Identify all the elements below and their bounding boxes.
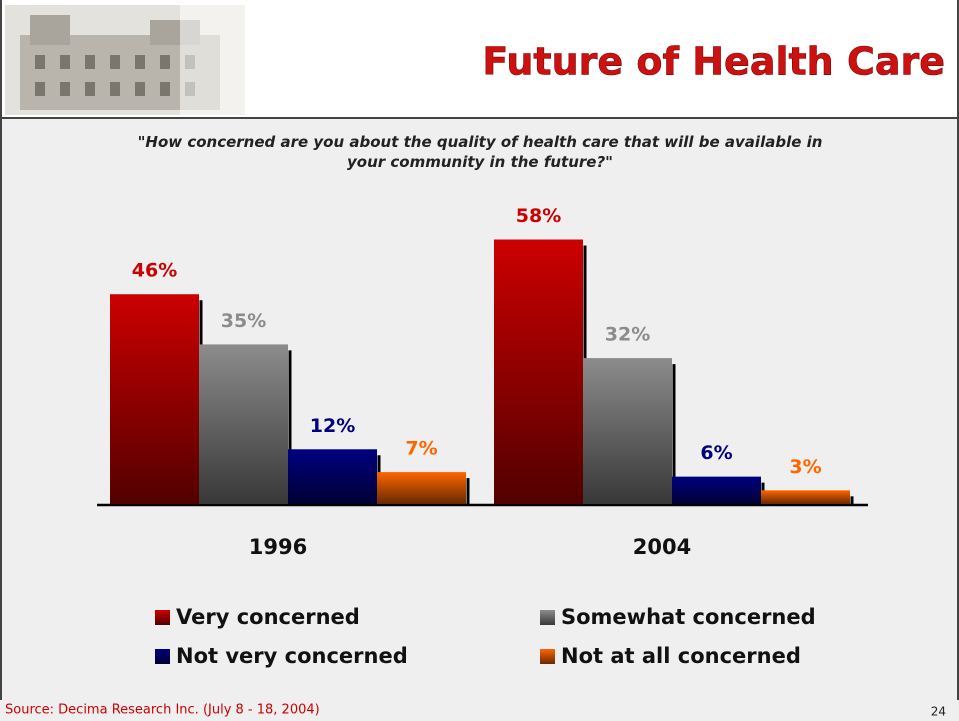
slide: Future of Health Care Source: Decima Res… [0,0,959,721]
chart: Future of Health Care Source: Decima Res… [0,0,959,721]
value-label: 3% [789,456,821,478]
bar [761,490,850,504]
x-tick-label: 2004 [633,535,691,559]
building-image [5,5,245,115]
legend-label: Very concerned [176,605,360,629]
value-label: 46% [132,260,177,282]
legend-label: Not very concerned [176,644,408,668]
subtitle: "How concerned are you about the quality… [130,132,830,172]
legend-label: Not at all concerned [561,644,801,668]
bar [199,344,288,504]
legend-swatch [155,649,170,664]
page-number: 24 [931,705,946,719]
chart-title: Future of Health Care [482,40,945,84]
legend-swatch [540,649,555,664]
value-label: 7% [405,438,437,460]
legend-label: Somewhat concerned [561,605,816,629]
bar [494,240,583,504]
value-label: 58% [516,205,561,227]
source: Source: Decima Research Inc. (July 8 - 1… [5,703,320,718]
value-label: 6% [700,442,732,464]
value-label: 12% [310,415,355,437]
bar [288,449,377,504]
x-tick-label: 1996 [249,535,307,559]
legend-swatch [155,610,170,625]
value-label: 35% [221,310,266,332]
bar [377,472,466,504]
value-label: 32% [605,324,650,346]
bar [110,294,199,504]
bar [672,477,761,504]
bar [583,358,672,504]
legend-swatch [540,610,555,625]
